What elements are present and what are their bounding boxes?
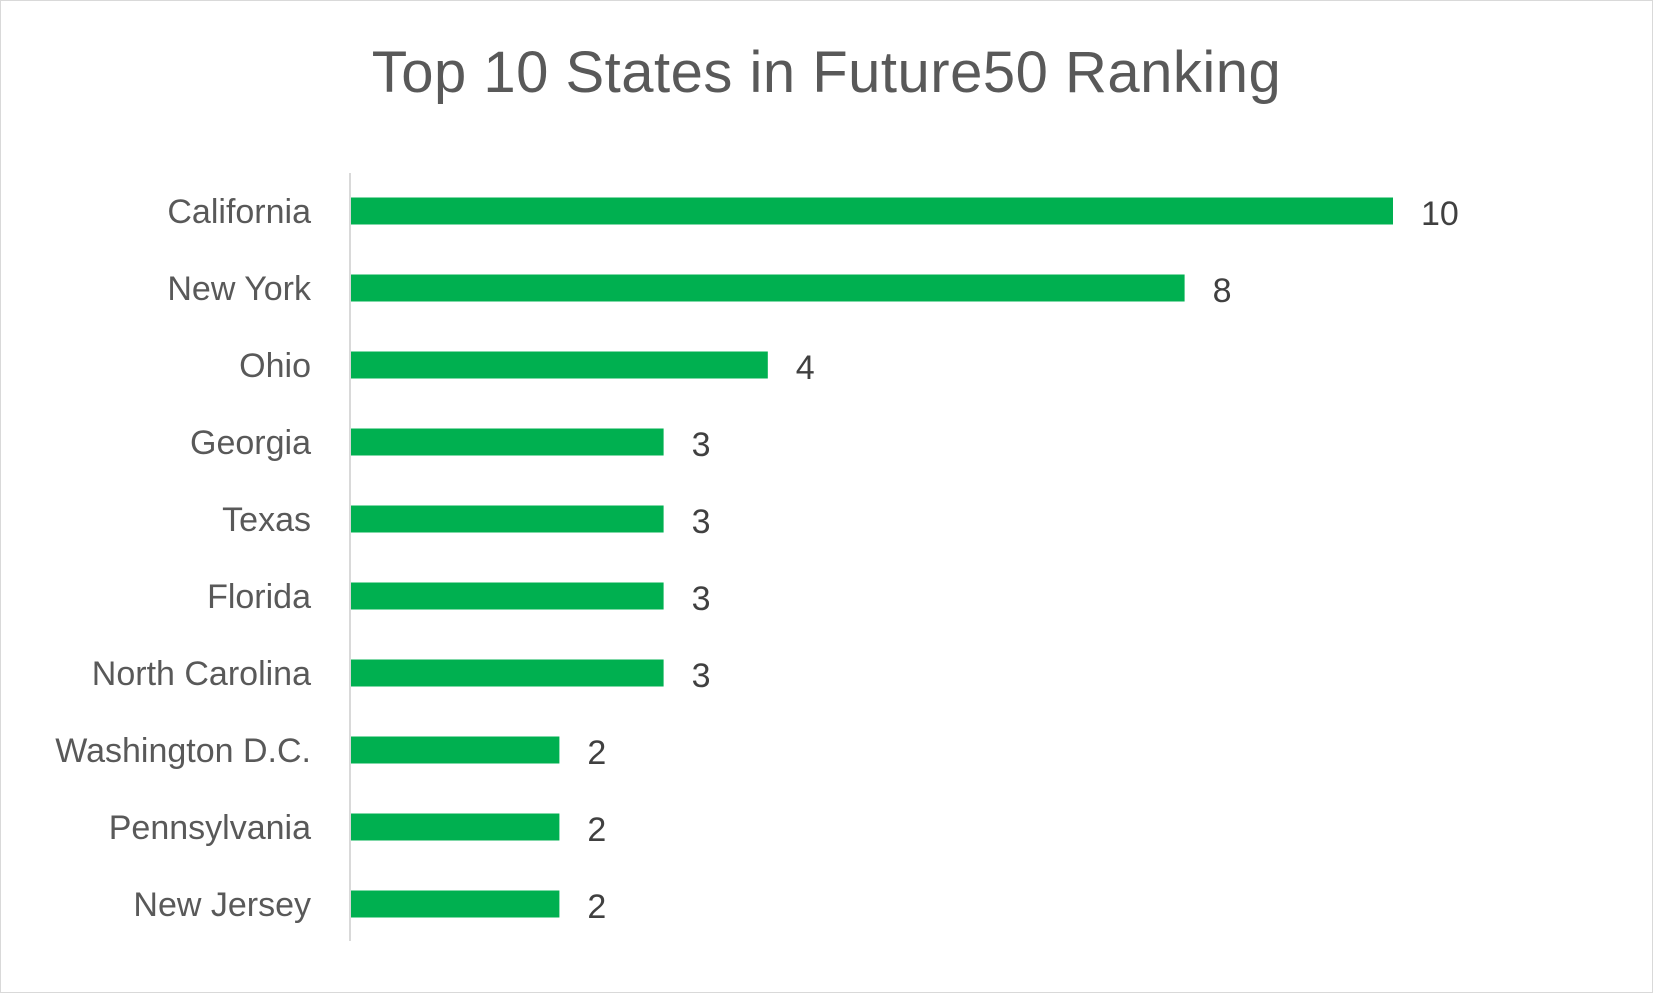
value-label: 3 <box>692 503 711 541</box>
bar-new-york <box>351 274 1185 302</box>
value-label: 2 <box>587 811 606 849</box>
value-label: 2 <box>587 888 606 926</box>
category-label: Florida <box>207 578 311 616</box>
bar-pennsylvania <box>351 813 560 841</box>
category-label: Washington D.C. <box>55 732 311 770</box>
category-label: North Carolina <box>92 655 311 693</box>
category-label: Pennsylvania <box>109 809 311 847</box>
bar-california <box>351 197 1393 225</box>
value-label: 2 <box>587 734 606 772</box>
category-label: California <box>167 193 311 231</box>
bar-washington-d-c <box>351 736 560 764</box>
category-label: Texas <box>222 501 311 539</box>
bars-group <box>351 197 1393 918</box>
bar-georgia <box>351 428 664 456</box>
value-label: 8 <box>1213 272 1232 310</box>
bar-new-jersey <box>351 890 560 918</box>
bar-texas <box>351 505 664 533</box>
category-label: New Jersey <box>133 886 311 924</box>
chart-title: Top 10 States in Future50 Ranking <box>371 40 1282 105</box>
bar-north-carolina <box>351 659 664 687</box>
value-label: 3 <box>692 657 711 695</box>
value-label: 4 <box>796 349 815 387</box>
value-label: 3 <box>692 426 711 464</box>
category-label: New York <box>167 270 312 308</box>
value-labels-group: 10 8 4 3 3 3 3 2 2 2 <box>587 195 1458 926</box>
value-label: 3 <box>692 580 711 618</box>
bar-ohio <box>351 351 768 379</box>
category-labels-group: California New York Ohio Georgia Texas Florid… <box>55 193 312 924</box>
bar-florida <box>351 582 664 610</box>
category-label: Georgia <box>190 424 311 462</box>
category-label: Ohio <box>239 347 311 385</box>
value-label: 10 <box>1421 195 1459 233</box>
